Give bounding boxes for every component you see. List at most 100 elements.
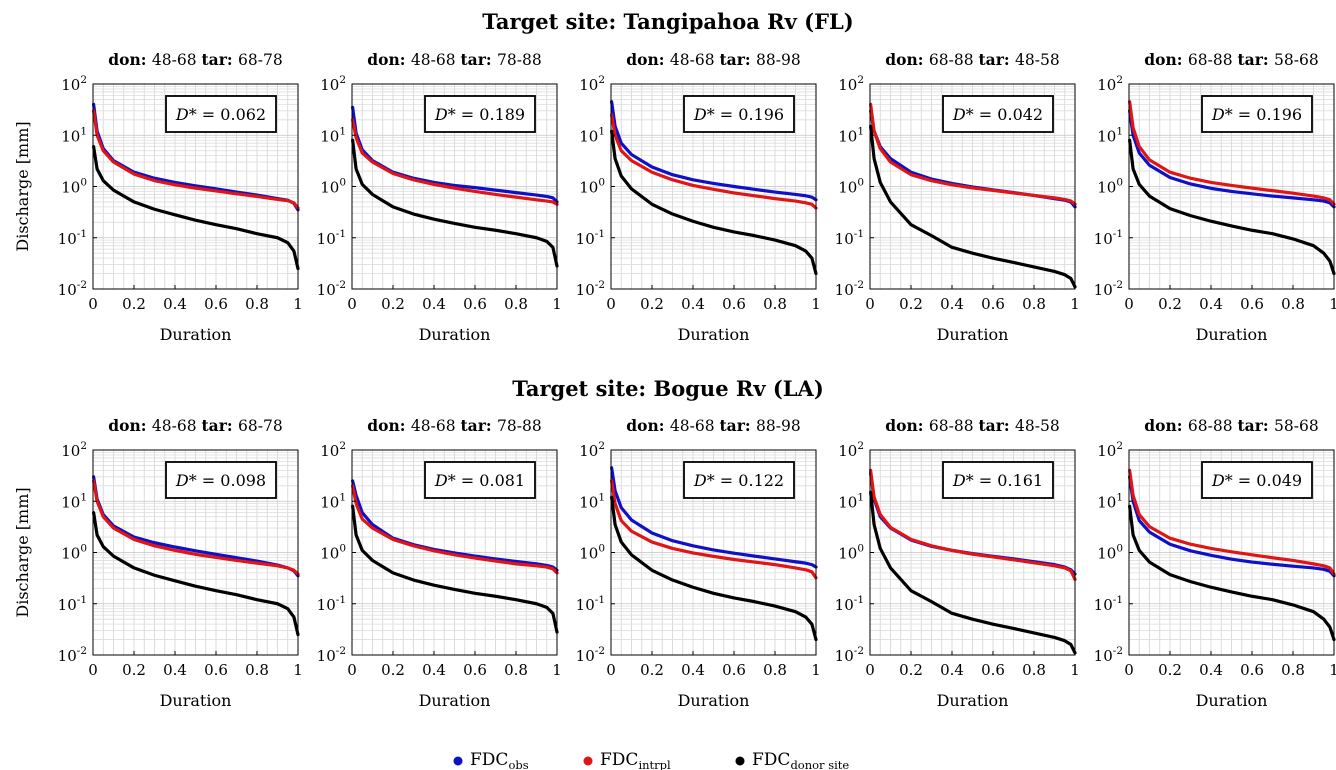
series-line-0: [1128, 475, 1336, 578]
y-tick-label: 102: [1097, 440, 1123, 460]
series-line-1: [1128, 468, 1336, 576]
x-tick-label: 0.4: [681, 295, 705, 313]
panel-1-2: 0 0.2 0.4 0.6 0.8 1 102 101 100 10-1 10-2 don: 48-6…: [576, 416, 821, 710]
x-tick-label: 0.2: [640, 661, 664, 679]
x-tick-label: 0.4: [940, 661, 964, 679]
y-tick-label: 102: [838, 440, 864, 460]
x-tick-label: 0.8: [1022, 661, 1046, 679]
x-tick-label: 0: [865, 295, 875, 313]
series-line-2: [610, 495, 818, 642]
grid: [1129, 450, 1334, 655]
y-tick-label: 102: [320, 74, 346, 94]
y-tick-label: 101: [579, 491, 605, 511]
series-line-0: [1128, 109, 1336, 209]
panel-0-2: 0 0.2 0.4 0.6 0.8 1 102 101 100 10-1 10-2 don: 48-6…: [576, 50, 821, 344]
x-tick-label: 1: [1070, 295, 1080, 313]
x-tick-label: 1: [1329, 661, 1336, 679]
x-tick-label: 0.8: [1022, 295, 1046, 313]
panel-1-1: 0 0.2 0.4 0.6 0.8 1 102 101 100 10-1 10-2 don: 48-6…: [317, 416, 562, 710]
y-tick-label: 102: [579, 440, 605, 460]
y-tick-label: 100: [61, 543, 87, 563]
y-tick-label: 100: [838, 177, 864, 197]
x-axis-label: Duration: [678, 325, 750, 344]
y-tick-label: 10-1: [58, 228, 87, 248]
x-tick-label: 0.6: [722, 295, 746, 313]
y-tick-label: 10-1: [317, 594, 346, 614]
y-tick-label: 100: [320, 543, 346, 563]
x-tick-label: 0.6: [1240, 295, 1264, 313]
series-line-1: [351, 484, 559, 575]
panel-0-0: 0 0.2 0.4 0.6 0.8 1 102 101 100 10-1 10-2 don: 48-6…: [13, 50, 303, 344]
d-star-label: D* = 0.098: [175, 471, 266, 490]
d-star-label: D* = 0.081: [434, 471, 525, 490]
series-line-2: [1128, 504, 1336, 642]
x-axis-label: Duration: [937, 691, 1009, 710]
x-tick-label: 0.4: [422, 295, 446, 313]
d-star-label: D* = 0.196: [1211, 105, 1302, 124]
x-tick-label: 0.2: [381, 295, 405, 313]
x-tick-label: 0: [1124, 295, 1134, 313]
x-tick-label: 1: [811, 295, 821, 313]
panel-0-3: 0 0.2 0.4 0.6 0.8 1 102 101 100 10-1 10-2 don: 68-8…: [835, 50, 1080, 344]
panel-title: don: 48-68 tar: 68-78: [108, 50, 282, 69]
panel-title: don: 48-68 tar: 68-78: [108, 416, 282, 435]
series-line-1: [92, 479, 300, 576]
x-tick-label: 0.6: [463, 661, 487, 679]
panel-title: don: 48-68 tar: 88-98: [626, 50, 800, 69]
panel-0-4: 0 0.2 0.4 0.6 0.8 1 102 101 100 10-1 10-2 don: 68-8…: [1094, 50, 1336, 344]
y-tick-label: 102: [61, 74, 87, 94]
y-tick-label: 102: [579, 74, 605, 94]
y-tick-label: 10-2: [317, 279, 346, 299]
d-star-box: [683, 95, 795, 133]
series-line-1: [869, 468, 1077, 581]
y-tick-label: 10-1: [835, 594, 864, 614]
d-star-box: [424, 95, 536, 133]
x-tick-label: 0.6: [722, 661, 746, 679]
series-line-0: [351, 105, 559, 204]
d-star-box: [424, 461, 536, 499]
grid: [352, 450, 557, 655]
y-tick-label: 100: [838, 543, 864, 563]
y-tick-label: 100: [579, 543, 605, 563]
series-line-1: [92, 109, 300, 210]
x-tick-label: 0.2: [122, 295, 146, 313]
x-tick-label: 1: [552, 295, 562, 313]
x-axis-label: Duration: [160, 325, 232, 344]
x-tick-label: 1: [293, 661, 303, 679]
d-star-label: D* = 0.189: [434, 105, 525, 124]
x-tick-label: 0.4: [940, 295, 964, 313]
series-line-2: [869, 124, 1077, 289]
panel-title: don: 68-88 tar: 48-58: [885, 416, 1059, 435]
y-tick-label: 102: [1097, 74, 1123, 94]
legend-label-donor: FDCdonor site: [752, 750, 849, 770]
panel-1-0: 0 0.2 0.4 0.6 0.8 1 102 101 100 10-1 10-2 don: 48-6…: [13, 416, 303, 710]
legend-marker-obs: [453, 756, 463, 766]
y-tick-label: 10-2: [576, 279, 605, 299]
y-tick-label: 10-1: [835, 228, 864, 248]
series-line-0: [610, 466, 818, 569]
x-tick-label: 0.8: [1281, 295, 1305, 313]
d-star-box: [165, 461, 277, 499]
panel-title: don: 48-68 tar: 78-88: [367, 50, 541, 69]
y-tick-label: 10-1: [576, 228, 605, 248]
y-tick-label: 101: [1097, 491, 1123, 511]
series-line-2: [92, 511, 300, 637]
legend-label-intrpl: FDCintrpl: [600, 750, 671, 770]
x-axis-label: Duration: [1196, 325, 1268, 344]
x-tick-label: 0.6: [204, 295, 228, 313]
x-tick-label: 0.2: [381, 661, 405, 679]
x-tick-label: 1: [811, 661, 821, 679]
x-tick-label: 0.4: [163, 295, 187, 313]
x-tick-label: 0: [1124, 661, 1134, 679]
x-tick-label: 0.8: [1281, 661, 1305, 679]
y-tick-label: 10-2: [317, 645, 346, 665]
y-tick-label: 100: [1097, 177, 1123, 197]
x-tick-label: 0.6: [981, 295, 1005, 313]
x-tick-label: 1: [552, 661, 562, 679]
x-tick-label: 0.8: [245, 661, 269, 679]
d-star-box: [1201, 461, 1313, 499]
y-tick-label: 101: [838, 125, 864, 145]
y-tick-label: 10-1: [58, 594, 87, 614]
